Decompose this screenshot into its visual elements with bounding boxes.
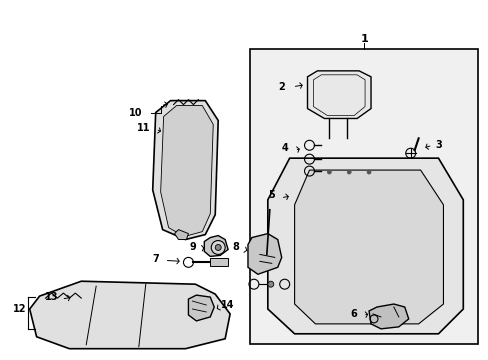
Bar <box>210 258 228 266</box>
Text: 4: 4 <box>281 143 287 153</box>
Polygon shape <box>294 170 443 324</box>
Text: 12: 12 <box>13 304 26 314</box>
Polygon shape <box>204 235 228 256</box>
Polygon shape <box>307 71 370 118</box>
Text: 7: 7 <box>152 255 159 264</box>
Text: 3: 3 <box>434 140 441 150</box>
Polygon shape <box>188 295 214 321</box>
Polygon shape <box>30 281 230 349</box>
Circle shape <box>366 170 370 174</box>
Text: 1: 1 <box>360 34 367 44</box>
Polygon shape <box>152 100 218 239</box>
Text: 10: 10 <box>129 108 142 117</box>
Circle shape <box>215 244 221 251</box>
Text: 13: 13 <box>45 292 58 302</box>
Text: 5: 5 <box>268 190 275 200</box>
Text: 9: 9 <box>189 243 195 252</box>
Circle shape <box>211 240 224 255</box>
Polygon shape <box>174 230 188 239</box>
Text: 14: 14 <box>221 300 234 310</box>
Text: 2: 2 <box>278 82 285 92</box>
Text: 8: 8 <box>232 243 239 252</box>
Polygon shape <box>368 304 408 329</box>
Text: 6: 6 <box>350 309 357 319</box>
Circle shape <box>346 170 350 174</box>
Polygon shape <box>267 158 462 334</box>
Polygon shape <box>161 105 213 237</box>
Circle shape <box>326 170 331 174</box>
Text: 11: 11 <box>137 123 150 134</box>
Polygon shape <box>247 234 281 274</box>
Bar <box>249 49 477 344</box>
Circle shape <box>267 281 273 287</box>
